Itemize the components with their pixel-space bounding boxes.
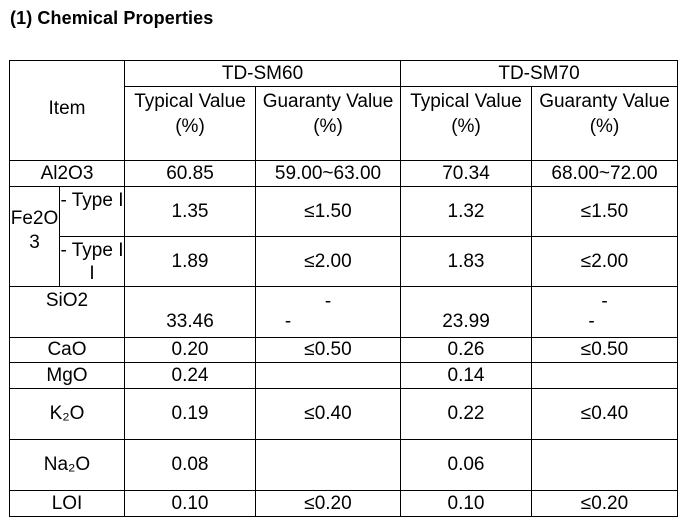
column-header-row: Typical Value (%) Guaranty Value (%) Typ…	[10, 86, 678, 161]
sm60-typical-header: Typical Value (%)	[124, 86, 256, 161]
cell-fe2o3-type1-sm70-guaranty: ≤1.50	[531, 186, 678, 237]
row-sublabel-type2: - Type II	[59, 236, 125, 287]
cell-sio2-sm60-guaranty: - -	[255, 286, 401, 338]
cell-k2o-sm70-typical: 0.22	[400, 388, 532, 440]
row-label-sio2: SiO2	[9, 286, 125, 338]
cell-loi-sm60-guaranty: ≤0.20	[255, 490, 401, 517]
row-label-loi: LOI	[9, 490, 125, 517]
row-label-na2o: Na₂O	[9, 439, 125, 491]
cell-fe2o3-type1-sm70-typical: 1.32	[400, 186, 532, 237]
cell-cao-sm70-guaranty: ≤0.50	[531, 337, 678, 363]
cell-sio2-sm70-typical: 23.99	[400, 286, 532, 338]
row-label-mgo: MgO	[9, 362, 125, 389]
table-row: - Type II 1.89 ≤2.00 1.83 ≤2.00	[10, 236, 678, 287]
section-heading: (1) Chemical Properties	[10, 8, 214, 28]
item-header: Item	[9, 60, 125, 161]
cell-cao-sm60-guaranty: ≤0.50	[255, 337, 401, 363]
chemical-properties-table: Item TD-SM60 TD-SM70 Typical Value (%) G…	[9, 60, 678, 517]
dash-mark: -	[601, 291, 608, 312]
table-row: Fe2O3 - Type I 1.35 ≤1.50 1.32 ≤1.50	[9, 186, 678, 287]
cell-al2o3-sm70-guaranty: 68.00~72.00	[531, 160, 678, 187]
cell-loi-sm70-guaranty: ≤0.20	[531, 490, 678, 517]
cell-fe2o3-type1-sm60-typical: 1.35	[124, 186, 256, 237]
cell-na2o-sm60-guaranty	[255, 439, 401, 491]
sm70-guaranty-header: Guaranty Value (%)	[531, 86, 678, 161]
cell-mgo-sm60-guaranty	[255, 362, 401, 389]
row-label-cao: CaO	[9, 337, 125, 363]
row-label-k2o: K₂O	[9, 388, 125, 440]
table-row: K₂O 0.19 ≤0.40 0.22 ≤0.40	[9, 388, 678, 440]
cell-fe2o3-type1-sm60-guaranty: ≤1.50	[255, 186, 401, 237]
sm60-guaranty-header: Guaranty Value (%)	[255, 86, 401, 161]
dash-mark: -	[284, 311, 292, 332]
group-header-sm60: TD-SM60	[124, 60, 401, 87]
cell-fe2o3-type2-sm60-guaranty: ≤2.00	[255, 236, 401, 287]
row-label-al2o3: Al2O3	[9, 160, 125, 187]
cell-loi-sm60-typical: 0.10	[124, 490, 256, 517]
cell-mgo-sm60-typical: 0.24	[124, 362, 256, 389]
cell-mgo-sm70-typical: 0.14	[400, 362, 532, 389]
cell-fe2o3-type2-sm70-typical: 1.83	[400, 236, 532, 287]
row-label-fe2o3: Fe2O3	[9, 186, 60, 287]
cell-loi-sm70-typical: 0.10	[400, 490, 532, 517]
table-row: Al2O3 60.85 59.00~63.00 70.34 68.00~72.0…	[9, 160, 678, 187]
sm70-typical-header: Typical Value (%)	[400, 86, 532, 161]
table-row: CaO 0.20 ≤0.50 0.26 ≤0.50	[9, 337, 678, 363]
table-row: LOI 0.10 ≤0.20 0.10 ≤0.20	[9, 490, 678, 517]
cell-sio2-sm70-guaranty: - -	[531, 286, 678, 338]
table-row: SiO2 33.46 - - 23.99 - -	[9, 286, 678, 338]
cell-k2o-sm60-typical: 0.19	[124, 388, 256, 440]
cell-fe2o3-type2-sm60-typical: 1.89	[124, 236, 256, 287]
cell-al2o3-sm60-typical: 60.85	[124, 160, 256, 187]
cell-na2o-sm60-typical: 0.08	[124, 439, 256, 491]
cell-al2o3-sm60-guaranty: 59.00~63.00	[255, 160, 401, 187]
cell-k2o-sm60-guaranty: ≤0.40	[255, 388, 401, 440]
cell-cao-sm70-typical: 0.26	[400, 337, 532, 363]
cell-mgo-sm70-guaranty	[531, 362, 678, 389]
dash-mark: -	[324, 291, 332, 312]
group-header-sm70: TD-SM70	[400, 60, 678, 87]
table-row: Na₂O 0.08 0.06	[9, 439, 678, 491]
cell-fe2o3-type2-sm70-guaranty: ≤2.00	[531, 236, 678, 287]
cell-k2o-sm70-guaranty: ≤0.40	[531, 388, 678, 440]
cell-na2o-sm70-typical: 0.06	[400, 439, 532, 491]
dash-mark: -	[588, 311, 595, 332]
group-header-row: Item TD-SM60 TD-SM70	[9, 60, 678, 161]
cell-al2o3-sm70-typical: 70.34	[400, 160, 532, 187]
table-row: MgO 0.24 0.14	[9, 362, 678, 389]
cell-cao-sm60-typical: 0.20	[124, 337, 256, 363]
cell-na2o-sm70-guaranty	[531, 439, 678, 491]
row-sublabel-type1: - Type I	[59, 186, 125, 237]
cell-sio2-sm60-typical: 33.46	[124, 286, 256, 338]
